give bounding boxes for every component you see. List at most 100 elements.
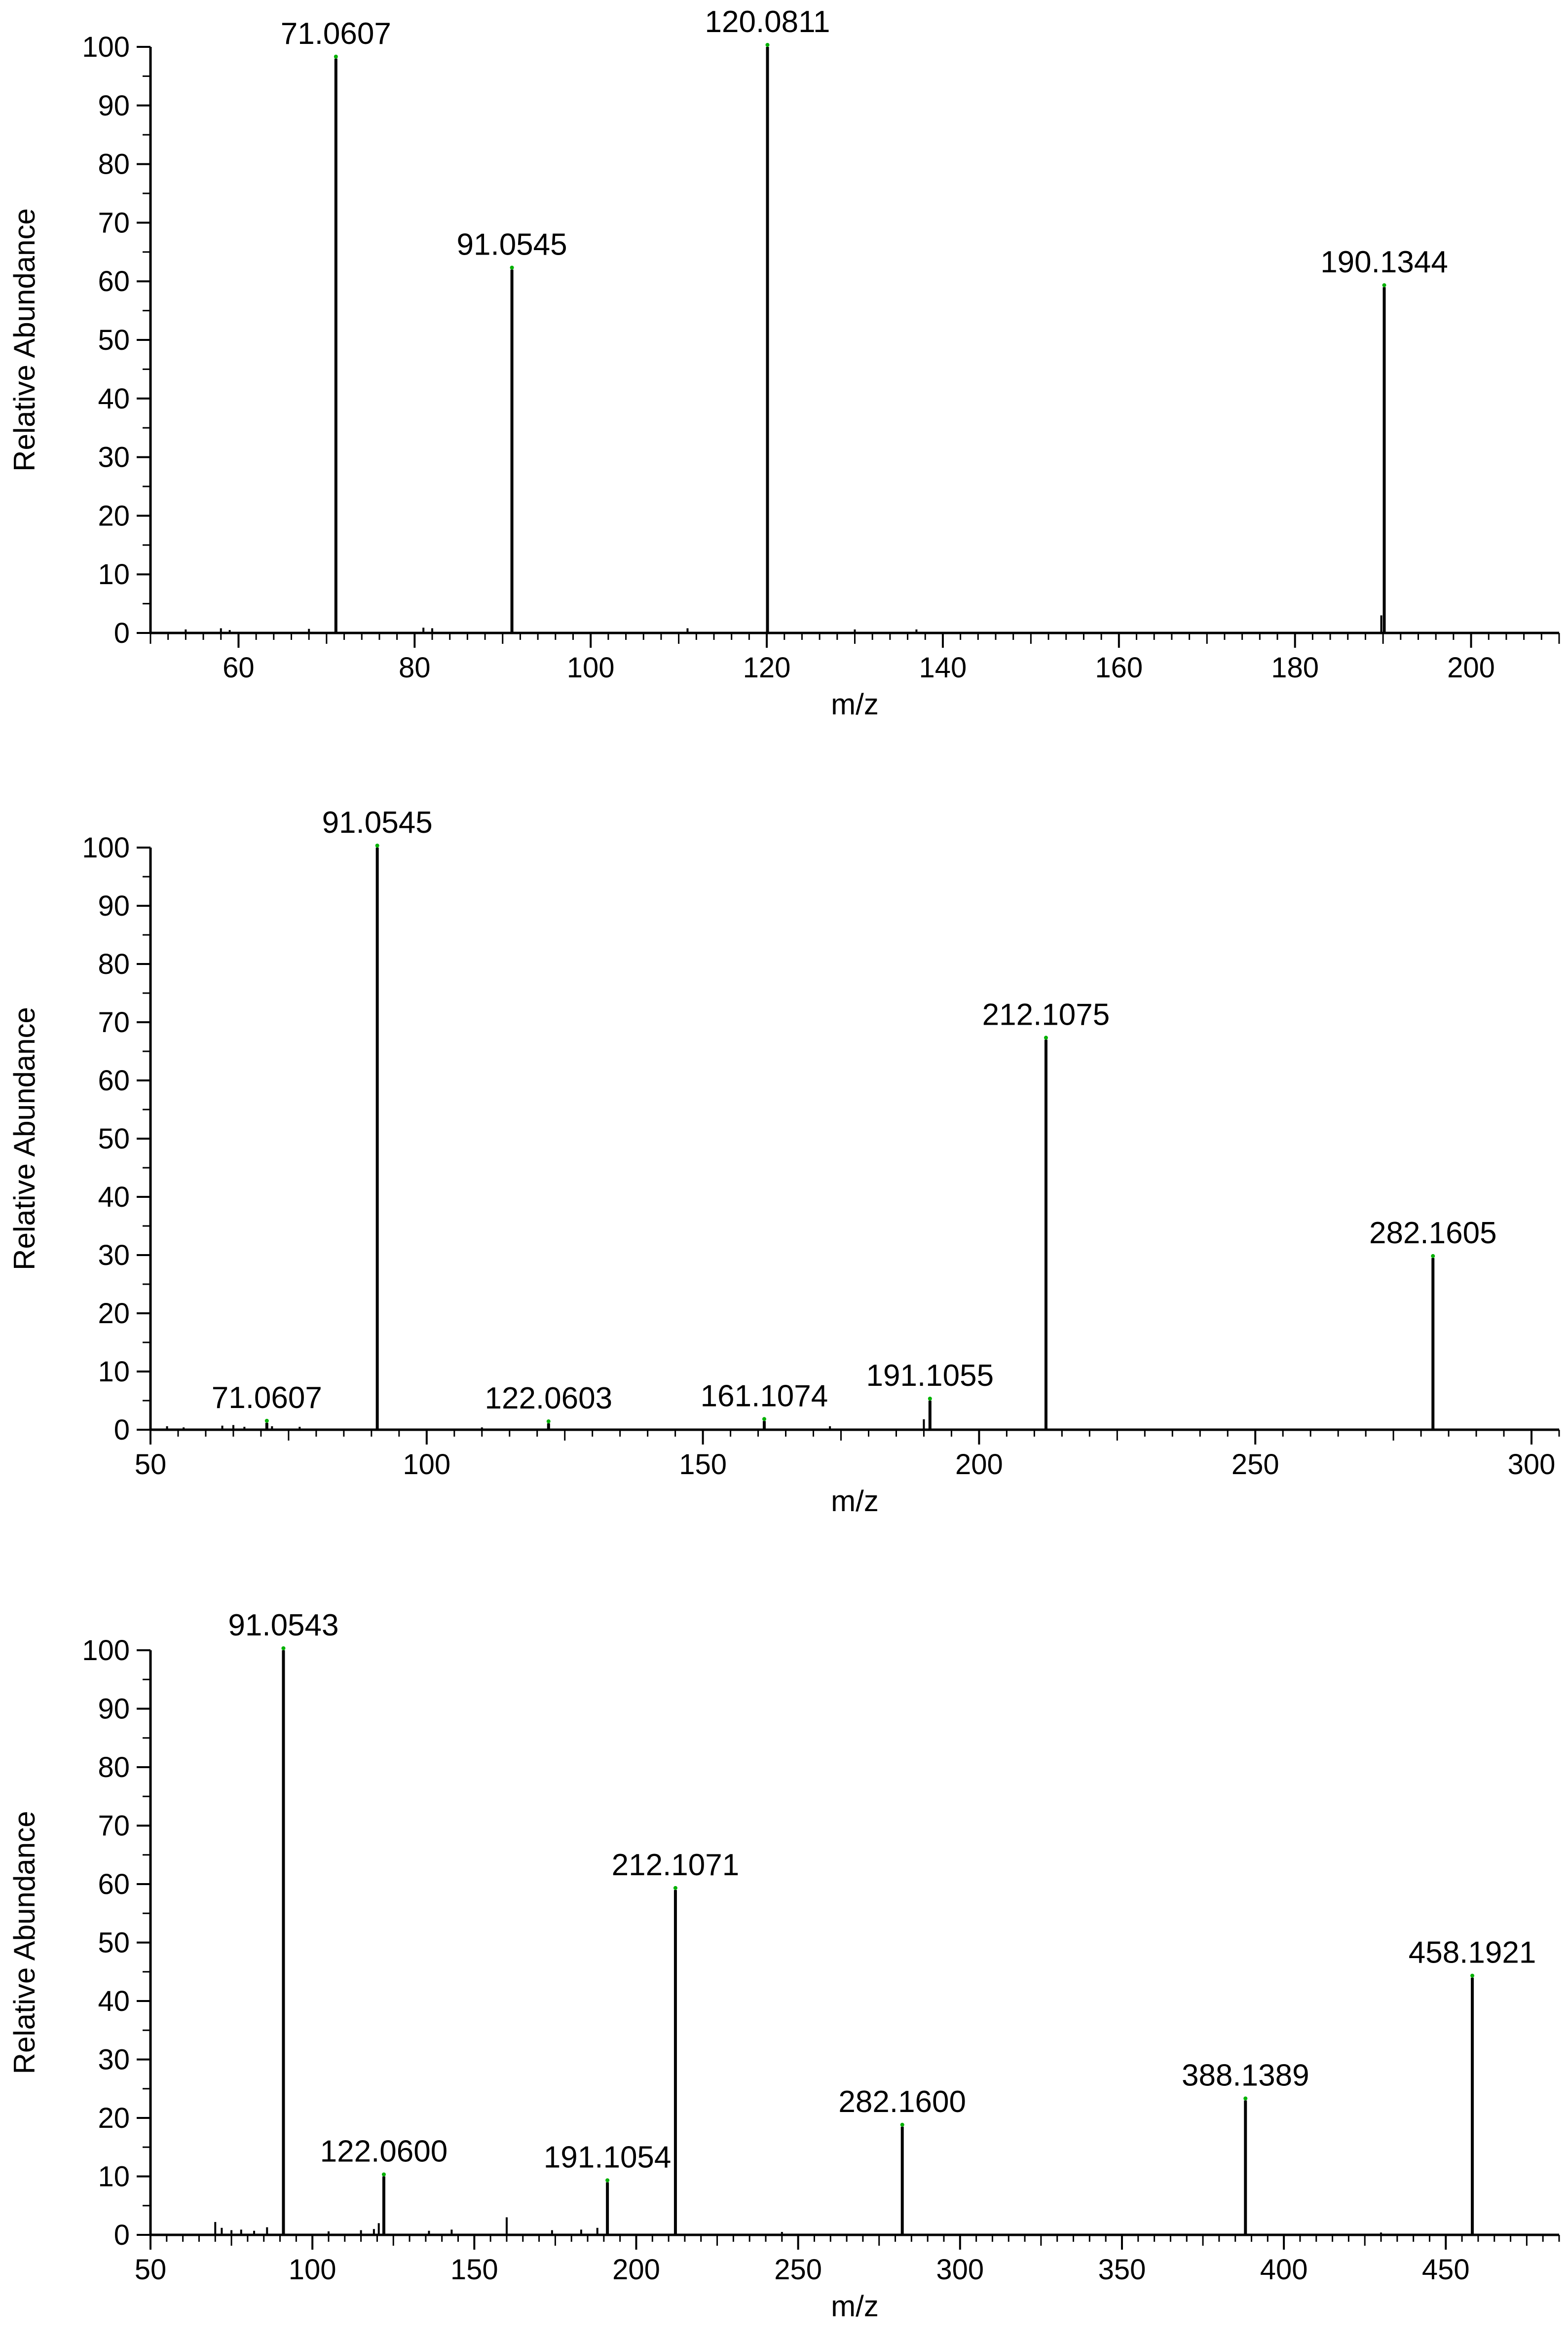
- peak-apex-marker: [264, 1418, 269, 1423]
- peak-apex-marker: [1382, 283, 1386, 288]
- peak-label: 282.1600: [838, 2085, 966, 2119]
- x-tick-label: 250: [774, 2254, 822, 2286]
- peak-label: 161.1074: [701, 1379, 828, 1413]
- peak-label: 212.1075: [982, 998, 1110, 1032]
- y-tick-label: 10: [98, 1356, 130, 1388]
- y-tick-label: 30: [98, 1239, 130, 1271]
- y-tick-label: 80: [98, 148, 130, 181]
- x-tick-label: 250: [1232, 1448, 1279, 1481]
- peak-apex-marker: [281, 1646, 286, 1650]
- peak-label: 91.0545: [322, 806, 433, 840]
- x-tick-label: 100: [567, 652, 615, 684]
- peak-apex-marker: [375, 844, 379, 848]
- peak-label: 122.0603: [485, 1381, 612, 1415]
- y-tick-label: 40: [98, 1181, 130, 1213]
- peak-label: 191.1055: [866, 1359, 994, 1393]
- x-axis-title: m/z: [831, 688, 879, 721]
- peak-apex-marker: [381, 2172, 386, 2177]
- peak-label: 388.1389: [1182, 2058, 1309, 2092]
- peak-label: 212.1071: [612, 1848, 740, 1882]
- y-axis-title: Relative Abundance: [8, 1007, 41, 1270]
- y-tick-label: 100: [82, 31, 130, 63]
- y-tick-label: 0: [114, 2219, 130, 2251]
- x-tick-label: 50: [135, 1448, 167, 1481]
- peak-apex-marker: [605, 2178, 610, 2183]
- y-axis-title: Relative Abundance: [8, 208, 41, 472]
- y-tick-label: 60: [98, 1868, 130, 1900]
- y-tick-label: 90: [98, 90, 130, 122]
- x-tick-label: 80: [399, 652, 431, 684]
- peak-apex-marker: [546, 1419, 551, 1424]
- x-tick-label: 50: [135, 2254, 167, 2286]
- y-tick-label: 0: [114, 1414, 130, 1446]
- peak-label: 71.0607: [281, 17, 391, 51]
- peak-apex-marker: [1431, 1254, 1435, 1258]
- y-tick-label: 60: [98, 265, 130, 297]
- peak-apex-marker: [334, 54, 338, 59]
- peak-label: 122.0600: [320, 2135, 448, 2169]
- peak-apex-marker: [510, 265, 514, 270]
- y-tick-label: 70: [98, 1006, 130, 1038]
- peak-label: 91.0545: [457, 227, 567, 261]
- y-tick-label: 10: [98, 2161, 130, 2193]
- y-tick-label: 50: [98, 1927, 130, 1959]
- x-tick-label: 140: [919, 652, 967, 684]
- x-tick-label: 120: [743, 652, 791, 684]
- y-tick-label: 0: [114, 617, 130, 649]
- y-tick-label: 20: [98, 1298, 130, 1330]
- y-tick-label: 90: [98, 890, 130, 922]
- y-tick-label: 30: [98, 442, 130, 474]
- y-tick-label: 20: [98, 2102, 130, 2134]
- peak-apex-marker: [765, 43, 770, 47]
- peak-apex-marker: [673, 1886, 677, 1890]
- peak-label: 120.0811: [705, 5, 830, 39]
- y-tick-label: 20: [98, 500, 130, 532]
- x-tick-label: 150: [679, 1448, 727, 1481]
- peak-label: 191.1054: [544, 2140, 672, 2174]
- y-tick-label: 60: [98, 1065, 130, 1097]
- x-tick-label: 150: [450, 2254, 498, 2286]
- x-tick-label: 160: [1095, 652, 1143, 684]
- peak-apex-marker: [762, 1417, 766, 1421]
- x-tick-label: 200: [1447, 652, 1495, 684]
- x-tick-label: 450: [1422, 2254, 1470, 2286]
- peak-label: 91.0543: [228, 1608, 338, 1642]
- y-tick-label: 50: [98, 1123, 130, 1155]
- peak-apex-marker: [1243, 2096, 1248, 2101]
- x-tick-label: 100: [403, 1448, 450, 1481]
- x-tick-label: 200: [955, 1448, 1003, 1481]
- x-tick-label: 300: [1508, 1448, 1556, 1481]
- y-tick-label: 100: [82, 1634, 130, 1667]
- x-axis-title: m/z: [831, 1484, 879, 1518]
- y-tick-label: 80: [98, 1751, 130, 1783]
- y-tick-label: 80: [98, 948, 130, 980]
- x-tick-label: 180: [1271, 652, 1319, 684]
- peak-label: 458.1921: [1409, 1936, 1536, 1970]
- x-tick-label: 200: [612, 2254, 660, 2286]
- peak-label: 190.1344: [1320, 245, 1448, 279]
- y-tick-label: 100: [82, 832, 130, 864]
- peak-label: 282.1605: [1369, 1216, 1497, 1250]
- peak-apex-marker: [928, 1397, 932, 1401]
- y-tick-label: 10: [98, 558, 130, 591]
- y-axis-title: Relative Abundance: [8, 1811, 41, 2075]
- peak-label: 71.0607: [212, 1381, 322, 1415]
- y-tick-label: 40: [98, 1985, 130, 2017]
- x-tick-label: 60: [223, 652, 255, 684]
- peak-apex-marker: [900, 2122, 904, 2127]
- y-tick-label: 70: [98, 207, 130, 239]
- peak-apex-marker: [1044, 1036, 1048, 1040]
- peak-apex-marker: [1470, 1973, 1475, 1978]
- y-tick-label: 90: [98, 1693, 130, 1725]
- y-tick-label: 40: [98, 383, 130, 415]
- y-tick-label: 70: [98, 1810, 130, 1842]
- x-tick-label: 100: [289, 2254, 336, 2286]
- x-axis-title: m/z: [831, 2290, 879, 2323]
- y-tick-label: 30: [98, 2044, 130, 2076]
- y-tick-label: 50: [98, 324, 130, 356]
- x-tick-label: 400: [1260, 2254, 1308, 2286]
- x-tick-label: 300: [936, 2254, 984, 2286]
- x-tick-label: 350: [1098, 2254, 1146, 2286]
